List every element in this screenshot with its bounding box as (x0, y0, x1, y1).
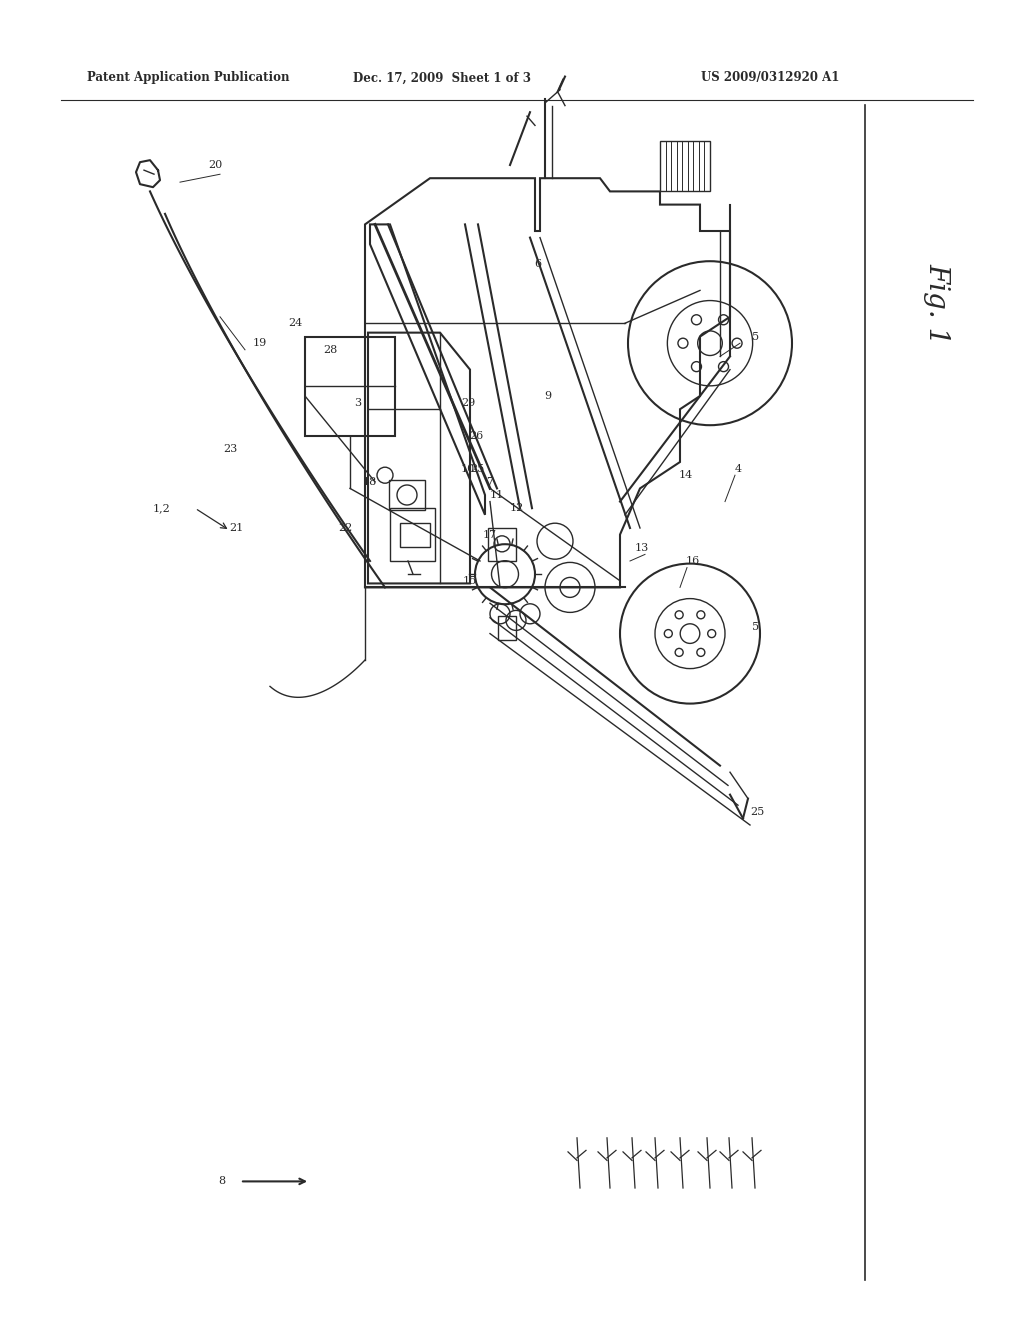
Text: Patent Application Publication: Patent Application Publication (87, 71, 290, 84)
Text: 9: 9 (545, 391, 552, 401)
Text: 22: 22 (338, 523, 352, 533)
Text: 5: 5 (753, 622, 760, 632)
Text: 10: 10 (461, 463, 475, 474)
Text: 18: 18 (362, 477, 377, 487)
Text: 17: 17 (483, 529, 497, 540)
Text: Fig. 1: Fig. 1 (924, 263, 950, 345)
Text: 15: 15 (463, 576, 477, 586)
Text: 8: 8 (218, 1176, 225, 1187)
Text: 16: 16 (686, 556, 700, 566)
Text: 20: 20 (208, 160, 222, 170)
Text: 19: 19 (253, 338, 267, 348)
Text: 4: 4 (734, 463, 741, 474)
Text: Dec. 17, 2009  Sheet 1 of 3: Dec. 17, 2009 Sheet 1 of 3 (353, 71, 531, 84)
Text: 5: 5 (753, 331, 760, 342)
Text: 24: 24 (288, 318, 302, 329)
Text: 28: 28 (323, 345, 337, 355)
Text: 6: 6 (535, 259, 542, 269)
Text: 13: 13 (635, 543, 649, 553)
Bar (660, 141, 710, 191)
Text: 14: 14 (679, 470, 693, 480)
Bar (400, 523, 430, 546)
Text: 29: 29 (461, 397, 475, 408)
Text: 25: 25 (470, 463, 484, 474)
Text: 25: 25 (750, 807, 764, 817)
Text: US 2009/0312920 A1: US 2009/0312920 A1 (701, 71, 840, 84)
Bar (498, 616, 516, 640)
Bar (389, 480, 425, 510)
Bar (305, 337, 395, 436)
Text: 21: 21 (229, 523, 243, 533)
Text: 26: 26 (469, 430, 483, 441)
Text: 7: 7 (486, 477, 494, 487)
Text: 11: 11 (489, 490, 504, 500)
Text: 3: 3 (354, 397, 361, 408)
Text: 12: 12 (510, 503, 524, 513)
Bar (488, 528, 516, 561)
Text: 23: 23 (223, 444, 238, 454)
Bar (390, 508, 435, 561)
Text: 1,2: 1,2 (154, 503, 171, 513)
